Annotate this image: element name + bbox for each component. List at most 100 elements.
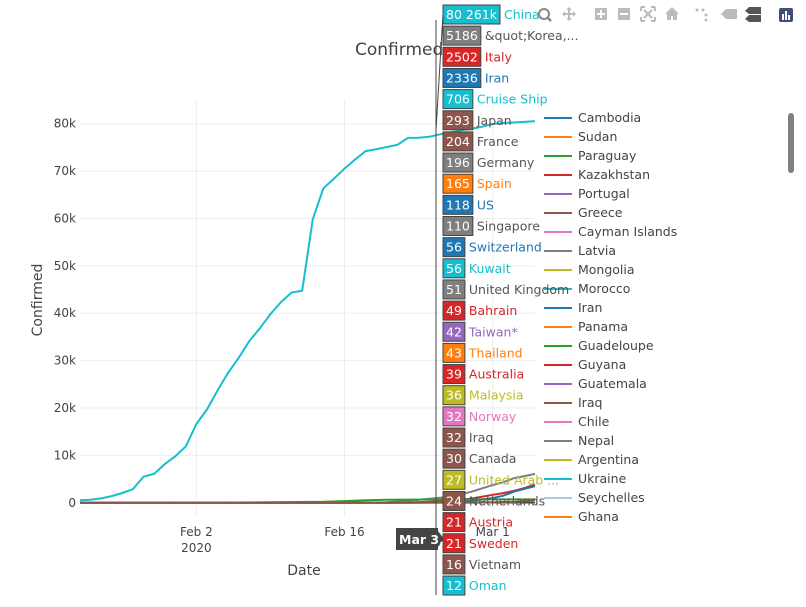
hover-label: 51 United Kingdom xyxy=(442,279,569,300)
hover-value: 24 xyxy=(446,493,462,508)
hover-compare-button[interactable] xyxy=(745,7,761,22)
legend-label: Portugal xyxy=(578,186,630,201)
legend-item[interactable]: Kazakhstan xyxy=(544,167,650,182)
hover-connector xyxy=(435,13,444,131)
legend-item[interactable]: Mongolia xyxy=(544,262,635,277)
hover-value: 204 xyxy=(446,134,470,149)
hover-label: 24 Netherlands xyxy=(442,490,545,511)
x-tick-sublabel: 2020 xyxy=(181,541,212,555)
y-tick-label: 30k xyxy=(54,354,76,368)
legend-item[interactable]: Portugal xyxy=(544,186,630,201)
legend-label: Nepal xyxy=(578,433,614,448)
legend-label: Guatemala xyxy=(578,376,647,391)
plotly-logo-button[interactable] xyxy=(779,8,793,22)
y-tick-labels: 0 10k 20k 30k 40k 50k 60k 70k 80k xyxy=(54,117,76,510)
hover-value: 706 xyxy=(446,92,470,107)
legend-item[interactable]: Guadeloupe xyxy=(544,338,654,353)
legend-item[interactable]: Guyana xyxy=(544,357,626,372)
hover-label: 36 Malaysia xyxy=(442,385,524,406)
legend-scrollbar[interactable] xyxy=(788,113,794,173)
hover-label: 204 France xyxy=(442,131,519,152)
hover-label: 49 Bahrain xyxy=(442,300,517,321)
hover-series-name: Sweden xyxy=(469,536,518,551)
hover-series-name: Canada xyxy=(469,451,517,466)
hover-value: 80 261k xyxy=(446,7,498,22)
hover-date-label: Mar 3, xyxy=(396,528,444,550)
legend-item[interactable]: Ghana xyxy=(544,509,619,524)
hover-series-name: &quot;Korea,... xyxy=(485,28,579,43)
spike-lines-button[interactable] xyxy=(695,8,708,22)
x-tick-label: Feb 16 xyxy=(324,525,364,539)
legend-label: Latvia xyxy=(578,243,616,258)
hover-label: 165 Spain xyxy=(442,173,512,194)
hover-label: 196 Germany xyxy=(442,152,535,173)
hover-label: 12 Oman xyxy=(442,575,507,596)
legend-item[interactable]: Greece xyxy=(544,205,623,220)
hover-value: 21 xyxy=(446,536,462,551)
legend-item[interactable]: Ukraine xyxy=(544,471,627,486)
legend-label: Iran xyxy=(578,300,602,315)
zoom-icon xyxy=(538,8,550,20)
hover-series-name: Bahrain xyxy=(469,303,517,318)
hover-series-name: Switzerland xyxy=(469,240,542,255)
hover-series-name: Spain xyxy=(477,176,512,191)
hover-value: 165 xyxy=(446,176,470,191)
legend-label: Guyana xyxy=(578,357,626,372)
legend-label: Morocco xyxy=(578,281,630,296)
hover-value: 43 xyxy=(446,345,462,360)
hover-series-name: United Arab ... xyxy=(469,472,559,487)
hover-label: 706 Cruise Ship xyxy=(442,89,548,110)
legend-item[interactable]: Guatemala xyxy=(544,376,647,391)
legend-item[interactable]: Morocco xyxy=(544,281,630,296)
legend-item[interactable]: Nepal xyxy=(544,433,614,448)
hover-series-name: Vietnam xyxy=(469,557,521,572)
hover-label: 32 Iraq xyxy=(442,427,493,448)
zoom-out-button[interactable] xyxy=(618,8,630,20)
legend-label: Iraq xyxy=(578,395,602,410)
legend-label: Ukraine xyxy=(578,471,627,486)
y-tick-label: 60k xyxy=(54,211,76,225)
x-tick-label: Mar 1 xyxy=(476,525,510,539)
hover-series-name: France xyxy=(477,134,519,149)
hover-value: 16 xyxy=(446,557,462,572)
legend-item[interactable]: Argentina xyxy=(544,452,639,467)
zoom-button[interactable] xyxy=(538,8,552,22)
reset-axes-button[interactable] xyxy=(665,7,679,20)
autoscale-button[interactable] xyxy=(640,6,656,22)
legend-item[interactable]: Latvia xyxy=(544,243,616,258)
hover-series-name: Cruise Ship xyxy=(477,92,548,107)
y-tick-label: 50k xyxy=(54,259,76,273)
hover-series-name: Singapore xyxy=(477,219,540,234)
legend-item[interactable]: Paraguay xyxy=(544,148,637,163)
hover-series-name: United Kingdom xyxy=(469,282,569,297)
legend-item[interactable]: Cambodia xyxy=(544,110,641,125)
hover-series-name: China xyxy=(504,7,540,22)
hover-value: 2336 xyxy=(446,70,478,85)
legend-item[interactable]: Cayman Islands xyxy=(544,224,677,239)
legend-item[interactable]: Chile xyxy=(544,414,610,429)
hover-series-name: Iran xyxy=(485,70,509,85)
series-line[interactable] xyxy=(79,499,536,504)
legend-label: Panama xyxy=(578,319,628,334)
hover-label: 21 Sweden xyxy=(442,533,518,554)
pan-button[interactable] xyxy=(562,7,576,21)
spike-lines-icon xyxy=(695,8,708,22)
legend-item[interactable]: Sudan xyxy=(544,129,617,144)
hover-series-name: Thailand xyxy=(468,345,523,360)
legend-item[interactable]: Panama xyxy=(544,319,628,334)
hover-series-name: Oman xyxy=(469,578,507,593)
hover-series-name: Norway xyxy=(469,409,517,424)
y-tick-label: 70k xyxy=(54,164,76,178)
legend-item[interactable]: Iran xyxy=(544,300,602,315)
hover-label: 56 Kuwait xyxy=(442,258,511,279)
plotly-logo-icon xyxy=(779,8,793,22)
legend-item[interactable]: Seychelles xyxy=(544,490,645,505)
series-line[interactable] xyxy=(79,120,536,502)
legend-item[interactable]: Iraq xyxy=(544,395,602,410)
hover-value: 21 xyxy=(446,515,462,530)
hover-value: 118 xyxy=(446,197,470,212)
hover-value: 196 xyxy=(446,155,470,170)
zoom-in-button[interactable] xyxy=(595,8,607,20)
hover-closest-button[interactable] xyxy=(721,9,737,19)
hover-series-name: Australia xyxy=(469,367,524,382)
